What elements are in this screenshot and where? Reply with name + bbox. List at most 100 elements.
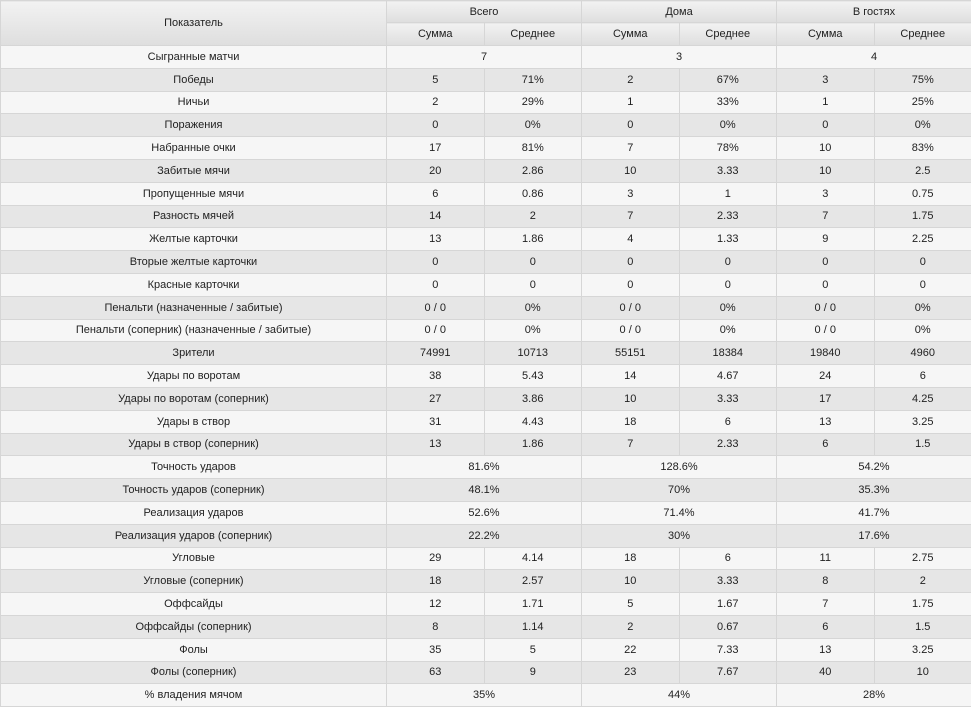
sum-cell: 7: [582, 205, 680, 228]
row-label: Удары по воротам (соперник): [1, 387, 387, 410]
row-label: Реализация ударов (соперник): [1, 524, 387, 547]
sum-header[interactable]: Сумма: [582, 23, 680, 46]
sum-cell: 23: [582, 661, 680, 684]
sum-cell: 13: [387, 433, 485, 456]
sum-cell: 4: [582, 228, 680, 251]
avg-cell: 0%: [679, 319, 777, 342]
sum-cell: 0 / 0: [387, 296, 485, 319]
avg-cell: 5.43: [484, 365, 582, 388]
avg-header[interactable]: Среднее: [874, 23, 971, 46]
sum-cell: 12: [387, 593, 485, 616]
indicator-header[interactable]: Показатель: [1, 1, 387, 46]
avg-cell: 2.25: [874, 228, 971, 251]
sum-header[interactable]: Сумма: [777, 23, 875, 46]
avg-cell: 2.5: [874, 159, 971, 182]
avg-cell: 3.25: [874, 410, 971, 433]
sum-header[interactable]: Сумма: [387, 23, 485, 46]
avg-cell: 3.25: [874, 638, 971, 661]
avg-cell: 1.33: [679, 228, 777, 251]
avg-cell: 25%: [874, 91, 971, 114]
avg-header[interactable]: Среднее: [679, 23, 777, 46]
sum-cell: 0 / 0: [777, 319, 875, 342]
sum-cell: 10: [582, 387, 680, 410]
avg-cell: 0.86: [484, 182, 582, 205]
merged-value-cell: 128.6%: [582, 456, 777, 479]
sum-cell: 10: [777, 159, 875, 182]
avg-cell: 0.75: [874, 182, 971, 205]
row-label: Точность ударов (соперник): [1, 479, 387, 502]
sum-cell: 38: [387, 365, 485, 388]
sum-cell: 0: [387, 251, 485, 274]
sum-cell: 0: [387, 114, 485, 137]
row-label: % владения мячом: [1, 684, 387, 707]
sum-cell: 0: [777, 114, 875, 137]
avg-cell: 2.86: [484, 159, 582, 182]
sum-cell: 7: [582, 433, 680, 456]
avg-cell: 5: [484, 638, 582, 661]
sum-cell: 0 / 0: [387, 319, 485, 342]
table-row: Точность ударов (соперник)48.1%70%35.3%: [1, 479, 971, 502]
sum-cell: 10: [777, 137, 875, 160]
table-row: Пенальти (соперник) (назначенные / забит…: [1, 319, 971, 342]
avg-cell: 0%: [874, 296, 971, 319]
avg-cell: 6: [679, 410, 777, 433]
sum-cell: 10: [582, 159, 680, 182]
avg-cell: 0: [484, 251, 582, 274]
row-label: Поражения: [1, 114, 387, 137]
row-label: Зрители: [1, 342, 387, 365]
avg-cell: 4.14: [484, 547, 582, 570]
avg-cell: 0: [679, 251, 777, 274]
avg-cell: 1.71: [484, 593, 582, 616]
avg-cell: 7.67: [679, 661, 777, 684]
row-label: Угловые (соперник): [1, 570, 387, 593]
sum-cell: 0: [777, 251, 875, 274]
group-header-home[interactable]: Дома: [582, 1, 777, 23]
avg-header[interactable]: Среднее: [484, 23, 582, 46]
sum-cell: 7: [582, 137, 680, 160]
avg-cell: 6: [679, 547, 777, 570]
avg-cell: 2.57: [484, 570, 582, 593]
avg-cell: 1.5: [874, 615, 971, 638]
avg-cell: 0: [874, 273, 971, 296]
sum-cell: 0: [387, 273, 485, 296]
avg-cell: 67%: [679, 68, 777, 91]
group-header-total[interactable]: Всего: [387, 1, 582, 23]
sum-cell: 3: [777, 182, 875, 205]
avg-cell: 2: [874, 570, 971, 593]
avg-cell: 78%: [679, 137, 777, 160]
row-label: Пенальти (соперник) (назначенные / забит…: [1, 319, 387, 342]
row-label: Набранные очки: [1, 137, 387, 160]
avg-cell: 71%: [484, 68, 582, 91]
sum-cell: 29: [387, 547, 485, 570]
avg-cell: 0%: [874, 319, 971, 342]
group-header-away[interactable]: В гостях: [777, 1, 971, 23]
avg-cell: 1.75: [874, 593, 971, 616]
sum-cell: 7: [777, 593, 875, 616]
sum-cell: 74991: [387, 342, 485, 365]
merged-value-cell: 35.3%: [777, 479, 971, 502]
sum-cell: 14: [387, 205, 485, 228]
sum-cell: 13: [777, 410, 875, 433]
avg-cell: 4960: [874, 342, 971, 365]
sum-cell: 6: [777, 615, 875, 638]
avg-cell: 0.67: [679, 615, 777, 638]
merged-value-cell: 70%: [582, 479, 777, 502]
sum-cell: 0: [582, 273, 680, 296]
avg-cell: 2.33: [679, 205, 777, 228]
sum-cell: 0 / 0: [582, 319, 680, 342]
merged-value-cell: 3: [582, 46, 777, 69]
